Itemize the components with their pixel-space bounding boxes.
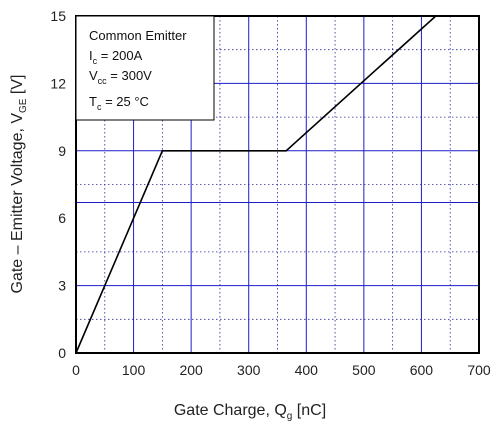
legend-line-3-sub: cc [98,76,108,86]
x-tick-label: 500 [352,362,376,378]
tick-labels: 0 100 200 300 400 500 600 700 0 3 6 9 12 15 [50,8,490,378]
legend-line-1: Common Emitter [89,28,187,43]
x-tick-label: 0 [72,362,80,378]
series-layer [75,15,437,354]
y-tick-label: 9 [58,143,66,159]
plot-frame [75,15,480,354]
y-tick-label: 15 [50,8,66,24]
y-tick-label: 6 [58,210,66,226]
legend-line-2-rest: = 200A [97,48,143,63]
y-axis-label-sub: GE [18,98,29,113]
legend-line-3-main: V [89,68,98,83]
legend-line-2-sub: c [93,56,98,66]
y-tick-label: 12 [50,75,66,91]
x-axis-label-unit: [nC] [292,402,326,419]
legend-box: Common Emitter Ic = 200A Vcc = 300V Tc =… [75,15,215,121]
legend-line-3-rest: = 300V [107,68,153,83]
legend-line-4-main: T [89,94,97,109]
x-tick-label: 600 [410,362,434,378]
legend-line-3: Vcc = 300V [89,68,152,86]
x-tick-label: 300 [237,362,261,378]
legend-line-2: Ic = 200A [89,48,143,66]
legend-line-2-main: I [89,48,93,63]
y-axis-label: Gate – Emitter Voltage, VGE [V] [9,74,29,293]
x-axis-label-sub: g [287,411,293,422]
legend-background [75,15,215,121]
legend-line-4-sub: c [97,102,102,112]
major-grid [76,16,479,353]
legend-line-1-main: Common Emitter [89,28,187,43]
y-tick-label: 0 [58,345,66,361]
x-axis-label-main: Gate Charge, Q [174,402,287,419]
legend-line-4-rest: = 25 °C [101,94,148,109]
legend-line-4: Tc = 25 °C [89,94,149,112]
x-tick-label: 100 [122,362,146,378]
x-tick-label: 400 [295,362,319,378]
y-tick-label: 3 [58,278,66,294]
x-tick-label: 700 [467,362,491,378]
x-tick-label: 200 [179,362,203,378]
series-line [75,15,437,354]
y-axis-label-unit: [V] [9,74,26,98]
y-axis-label-main: Gate – Emitter Voltage, V [9,113,26,294]
x-axis-label: Gate Charge, Qg [nC] [174,402,326,422]
